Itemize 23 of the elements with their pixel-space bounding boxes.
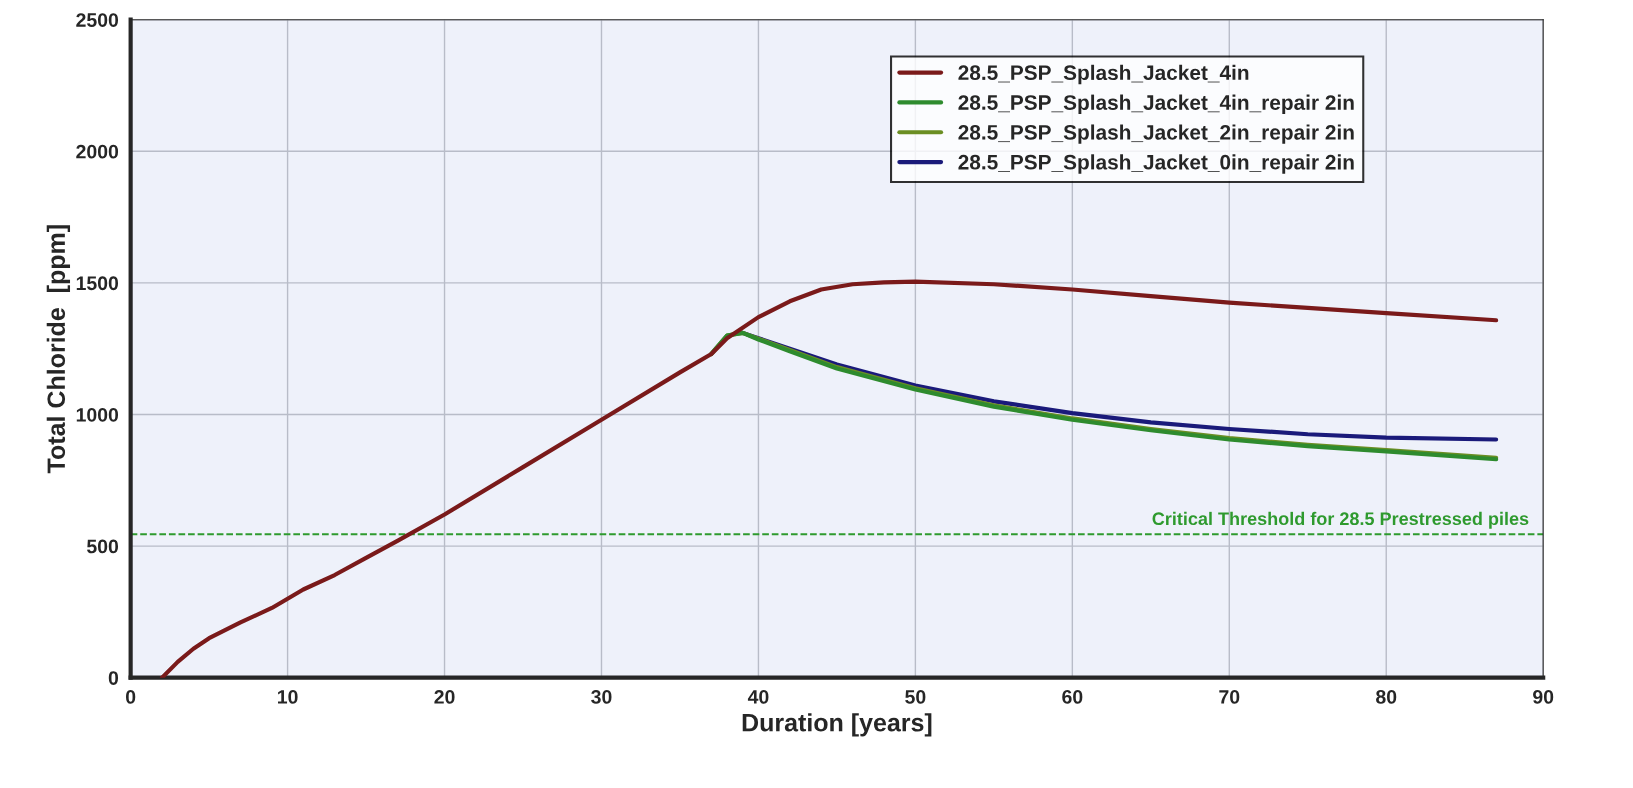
y-tick-label: 1500 [76,276,119,291]
y-tick-label: 1000 [76,407,119,422]
x-tick-label: 50 [905,690,926,704]
x-tick-label: 90 [1533,690,1554,704]
legend-label: 28.5_PSP_Splash_Jacket_2in_repair 2in [958,124,1354,144]
x-tick-label: 30 [591,690,612,704]
x-tick-label: 80 [1376,690,1397,704]
x-tick-label: 10 [278,690,298,704]
legend-label: 28.5_PSP_Splash_Jacket_0in_repair 2in [958,154,1354,174]
x-tick-label: 40 [747,690,769,704]
y-tick-label: 500 [86,539,119,554]
y-tick-label: 2000 [76,144,119,159]
x-tick-label: 70 [1219,690,1240,704]
x-tick-label: 60 [1062,690,1083,704]
legend-label: 28.5_PSP_Splash_Jacket_4in_repair 2in [958,94,1354,115]
y-tick-label: 0 [108,671,119,685]
y-axis-title: Total Chloride [ppm] [46,225,71,474]
x-axis-title: Duration [years] [742,713,932,737]
y-tick-label: 2500 [76,13,119,27]
x-tick-label: 20 [434,690,455,704]
ref-line-label: Critical Threshold for 28.5 Prestressed piles [1152,511,1529,529]
legend-label: 28.5_PSP_Splash_Jacket_4in [958,64,1249,85]
x-tick-label: 0 [126,690,136,704]
